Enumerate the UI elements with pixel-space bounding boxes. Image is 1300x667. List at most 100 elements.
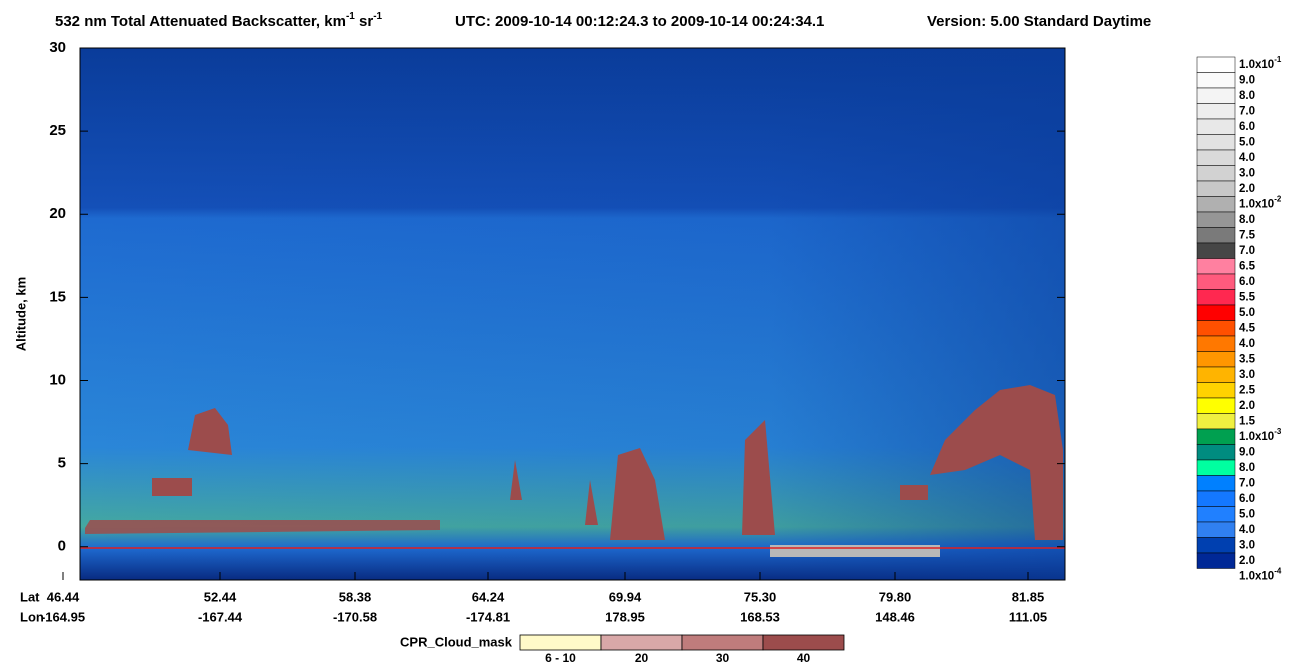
lat-label: 75.30 [744, 589, 777, 604]
y-tick-label: 25 [49, 122, 66, 139]
lat-label: 64.24 [472, 589, 505, 604]
colorbar-label-base: 1.0x10 [1239, 431, 1274, 443]
lat-label: 79.80 [879, 589, 912, 604]
colorbar-label: 4.0 [1239, 524, 1255, 536]
cpr-swatch [681, 634, 764, 651]
colorbar-label-base: 1.0x10 [1239, 571, 1274, 583]
lon-label: 168.53 [740, 609, 780, 624]
colorbar-swatch [1196, 413, 1236, 430]
title-superscript: -1 [373, 11, 382, 22]
colorbar-label: 9.0 [1239, 447, 1255, 459]
colorbar-label: 5.0 [1239, 307, 1255, 319]
colorbar-label-base: 1.0x10 [1239, 199, 1274, 211]
colorbar-swatch [1196, 196, 1236, 213]
colorbar-swatch [1196, 335, 1236, 352]
lon-label: 178.95 [605, 609, 645, 624]
colorbar-swatch [1196, 227, 1236, 244]
colorbar-label: 6.5 [1239, 261, 1256, 273]
colorbar-swatch [1196, 289, 1236, 306]
colorbar-swatch [1196, 134, 1236, 151]
colorbar-label: 4.5 [1239, 323, 1256, 335]
colorbar-label: 7.0 [1239, 478, 1255, 490]
colorbar: 1.0x10-19.08.07.06.05.04.03.02.01.0x10-2… [1196, 55, 1282, 583]
colorbar-label: 4.0 [1239, 152, 1255, 164]
colorbar-label: 8.0 [1239, 462, 1255, 474]
y-tick-label: 10 [49, 371, 66, 388]
colorbar-label: 3.5 [1239, 354, 1256, 366]
colorbar-label: 5.5 [1239, 292, 1256, 304]
colorbar-swatch [1196, 56, 1236, 73]
lon-label: -174.81 [466, 609, 510, 624]
colorbar-label: 1.0x10-1 [1239, 55, 1282, 71]
y-tick-label: 20 [49, 205, 66, 222]
colorbar-label: 2.0 [1239, 400, 1255, 412]
colorbar-label-exp: -2 [1274, 195, 1282, 204]
chart-title: 532 nm Total Attenuated Backscatter, km-… [55, 11, 383, 30]
cloud-layer [85, 385, 1063, 540]
colorbar-label: 4.0 [1239, 338, 1255, 350]
cpr-label: 30 [716, 651, 730, 665]
plot-frame [79, 47, 1066, 581]
colorbar-label: 7.0 [1239, 106, 1255, 118]
lon-label: 111.05 [1009, 609, 1047, 624]
colorbar-swatch [1196, 428, 1236, 445]
lon-label: 148.46 [875, 609, 915, 624]
colorbar-swatch [1196, 304, 1236, 321]
colorbar-swatch [1196, 320, 1236, 337]
colorbar-swatch [1196, 103, 1236, 120]
lat-label: 69.94 [609, 589, 642, 604]
colorbar-label: 2.0 [1239, 555, 1255, 567]
cpr-swatch [600, 634, 683, 651]
colorbar-swatch [1196, 273, 1236, 290]
backscatter-fade [80, 48, 1065, 580]
colorbar-swatch [1196, 506, 1236, 523]
lon-label: -170.58 [333, 609, 377, 624]
y-axis-label: Altitude, km [13, 277, 28, 351]
colorbar-swatch [1196, 552, 1236, 569]
colorbar-label: 1.0x10-2 [1239, 195, 1282, 211]
colorbar-swatch [1196, 490, 1236, 507]
cpr-label: 20 [635, 651, 649, 665]
y-tick-label: 5 [58, 455, 66, 472]
lon-title: Lon [20, 609, 44, 624]
colorbar-swatch [1196, 475, 1236, 492]
colorbar-label: 3.0 [1239, 168, 1255, 180]
lon-label: -167.44 [198, 609, 243, 624]
title-text: sr [355, 13, 374, 30]
colorbar-label: 1.5 [1239, 416, 1256, 428]
cpr-swatch [519, 634, 602, 651]
colorbar-label: 6.0 [1239, 121, 1255, 133]
colorbar-label-exp: -3 [1274, 427, 1282, 436]
lon-label: -164.95 [41, 609, 85, 624]
colorbar-label: 6.0 [1239, 493, 1255, 505]
colorbar-swatch [1196, 242, 1236, 259]
colorbar-label-base: 1.0x10 [1239, 59, 1274, 71]
colorbar-swatch [1196, 382, 1236, 399]
y-tick-label: 0 [58, 538, 66, 555]
colorbar-swatch [1196, 459, 1236, 476]
colorbar-swatch [1196, 258, 1236, 275]
colorbar-label: 2.5 [1239, 385, 1256, 397]
colorbar-swatch [1196, 444, 1236, 461]
colorbar-label-exp: -1 [1274, 55, 1282, 64]
colorbar-swatch [1196, 165, 1236, 182]
colorbar-label: 9.0 [1239, 75, 1255, 87]
colorbar-swatch [1196, 118, 1236, 135]
colorbar-label: 3.0 [1239, 369, 1255, 381]
lat-label: 81.85 [1012, 589, 1045, 604]
cpr-label: 40 [797, 651, 811, 665]
colorbar-label: 2.0 [1239, 183, 1255, 195]
cpr-swatch [762, 634, 845, 651]
colorbar-label: 1.0x10-4 [1239, 567, 1282, 583]
title-superscript: -1 [346, 11, 355, 22]
surface-return [770, 545, 940, 557]
lat-title: Lat [20, 589, 40, 604]
cpr-legend-title: CPR_Cloud_mask [400, 634, 513, 649]
y-tick-label: 15 [49, 288, 66, 305]
colorbar-label: 8.0 [1239, 90, 1255, 102]
colorbar-label: 5.0 [1239, 137, 1255, 149]
lat-label: 58.38 [339, 589, 372, 604]
lat-label: 52.44 [204, 589, 237, 604]
colorbar-swatch [1196, 149, 1236, 166]
